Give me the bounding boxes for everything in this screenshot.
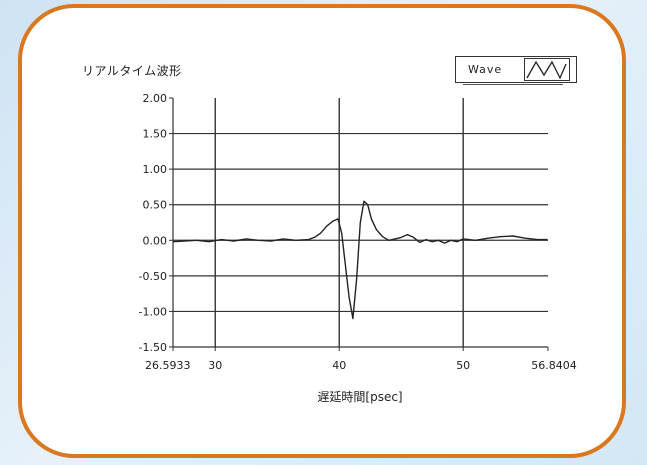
legend-label: Wave xyxy=(468,63,503,76)
x-tick-label: 26.5933 xyxy=(145,359,191,372)
legend-underline xyxy=(463,84,563,85)
x-axis-title: 遅延時間[psec] xyxy=(317,390,402,404)
y-tick-label: 1.50 xyxy=(143,128,168,141)
label-layer: 2.00 1.50 1.00 0.50 0.00 -0.50 -1.00 -1.50 26.59… xyxy=(139,92,577,372)
y-tick-label: 0.00 xyxy=(143,234,168,247)
y-tick-label: -0.50 xyxy=(139,270,167,283)
x-tick-label: 56.8404 xyxy=(531,359,577,372)
x-tick-label: 50 xyxy=(456,359,470,372)
y-tick-label: -1.50 xyxy=(139,341,167,354)
y-tick-label: 0.50 xyxy=(143,199,168,212)
series-layer xyxy=(173,200,548,320)
x-tick-label: 40 xyxy=(332,359,346,372)
plot-legend[interactable]: Wave xyxy=(455,56,577,83)
x-tick-label: 30 xyxy=(208,359,222,372)
y-tick-label: -1.00 xyxy=(139,305,167,318)
y-tick-label: 1.00 xyxy=(143,163,168,176)
y-tick-label: 2.00 xyxy=(143,92,168,105)
chart-title: リアルタイム波形 xyxy=(82,64,182,78)
axis-layer xyxy=(169,97,549,351)
series-line-wave xyxy=(173,200,548,320)
waveform-icon[interactable] xyxy=(524,58,570,81)
